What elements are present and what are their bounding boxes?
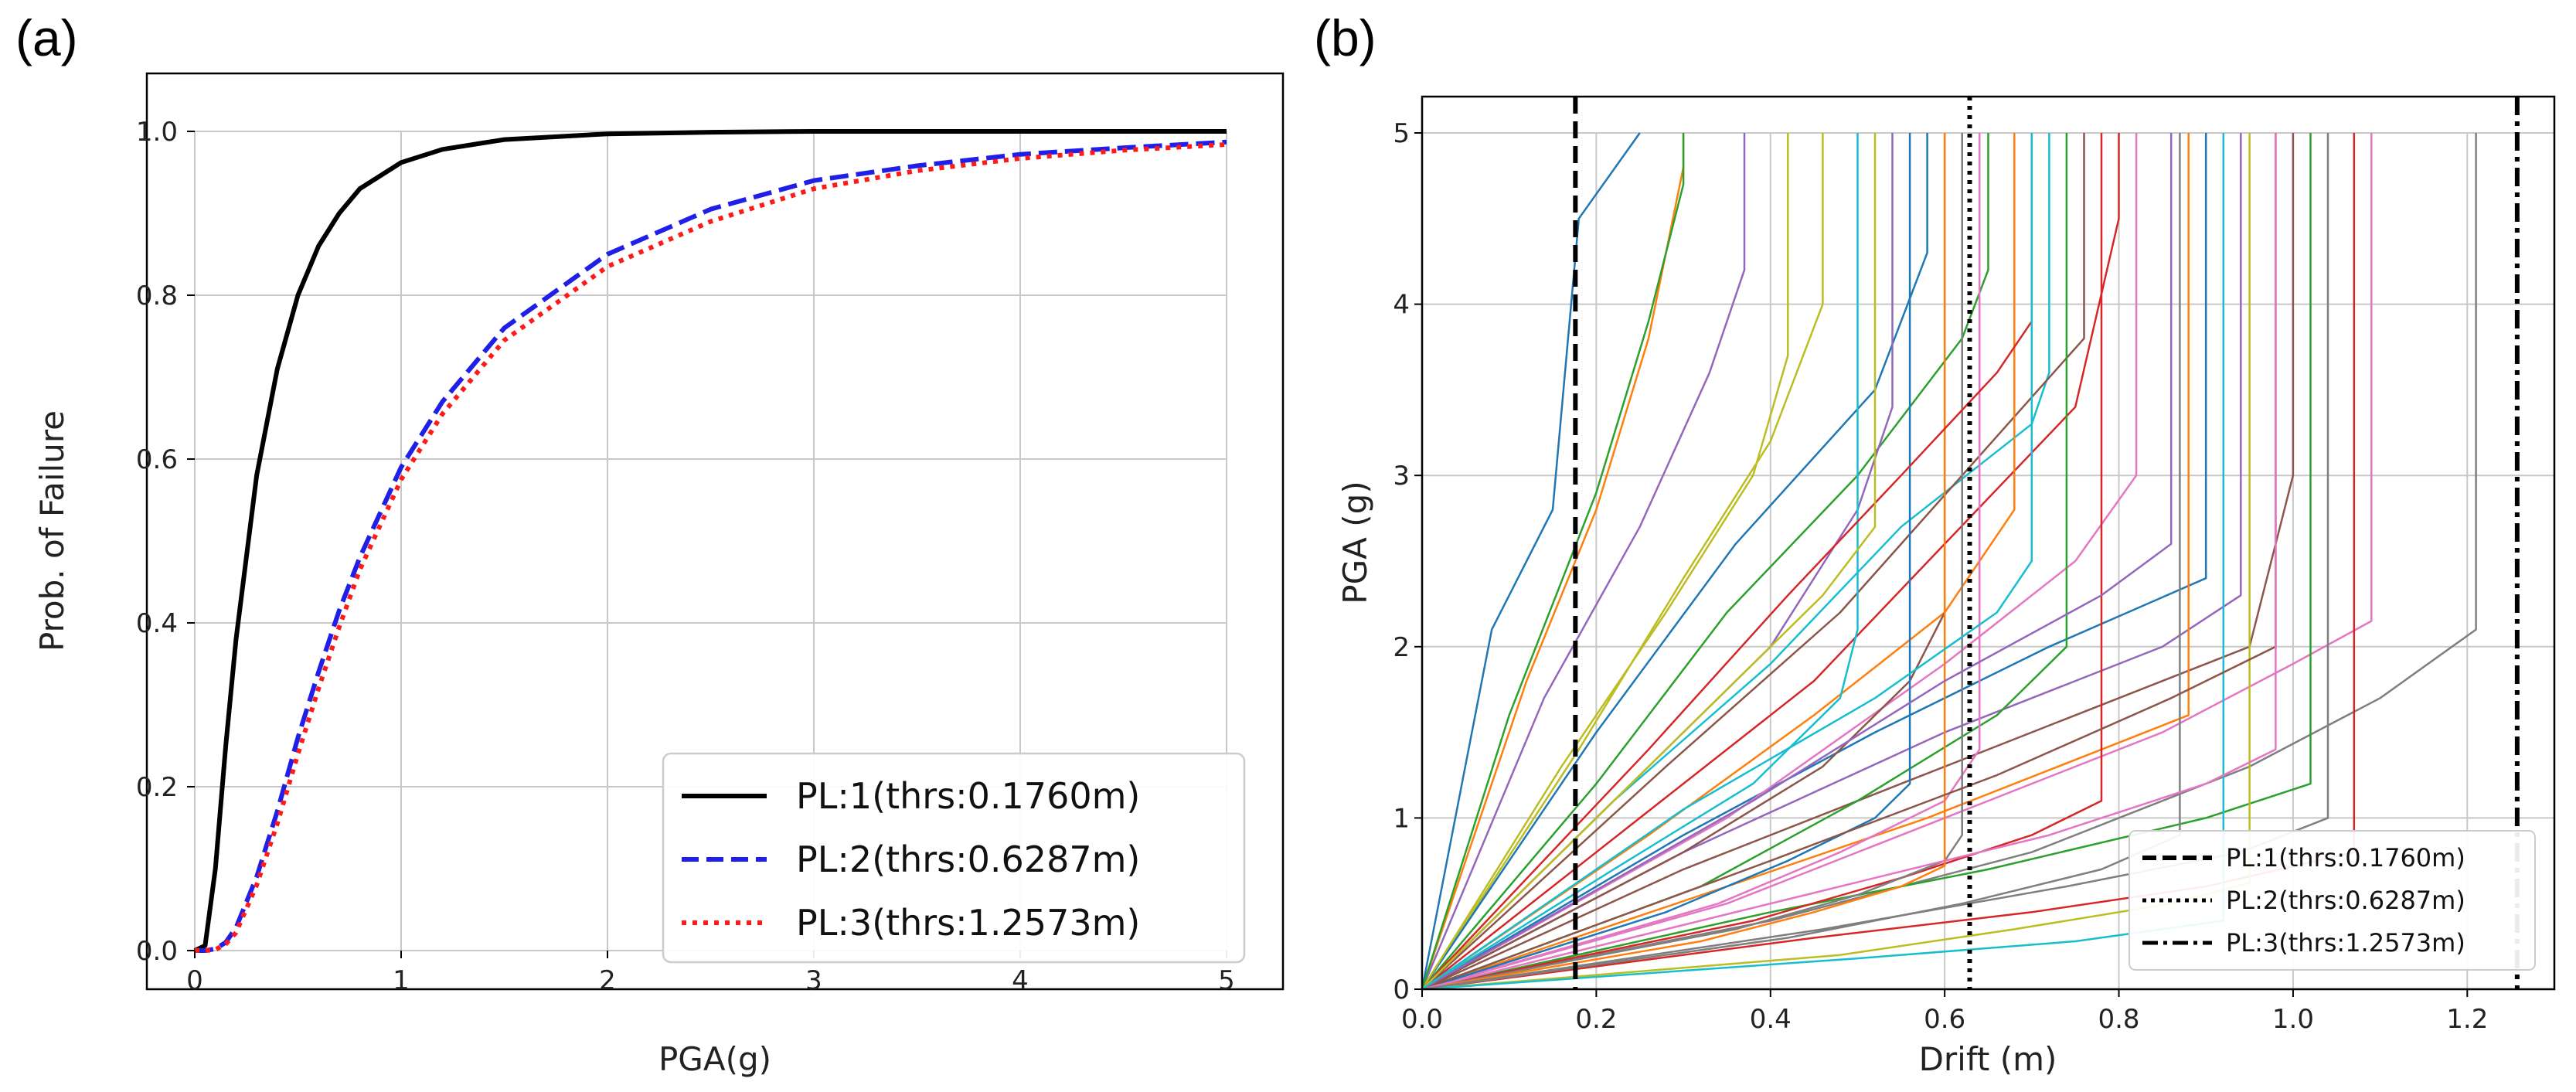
panel-b-legend-label-3: PL:3(thrs:1.2573m) <box>2226 928 2465 958</box>
panel-b-record-37 <box>1422 133 2277 989</box>
panel-a-ytick-label: 0.4 <box>136 608 178 639</box>
panel-b-record-12 <box>1422 133 2190 989</box>
panel-b-record-27 <box>1422 133 1981 989</box>
panel-a-grid <box>194 131 1227 951</box>
panel-b-record-5 <box>1422 133 2242 989</box>
panel-b-legend-label-2: PL:2(thrs:0.6287m) <box>2226 886 2465 915</box>
panel-b-series <box>1422 132 2477 989</box>
panel-b-record-30 <box>1422 133 1859 989</box>
panel-b-xtick-label: 1.2 <box>2446 1004 2488 1035</box>
panel-b-record-7 <box>1422 133 2373 989</box>
panel-b-record-34 <box>1422 133 2033 989</box>
panel-b-legend-box <box>2129 830 2536 971</box>
panel-b-record-13 <box>1422 133 2312 989</box>
panel-a-legend-box <box>662 752 1246 964</box>
panel-b-xtick-label: 0.2 <box>1575 1004 1617 1035</box>
panel-a-legend-label-1: PL:1(thrs:0.1760m) <box>796 775 1140 817</box>
panel-b-record-39 <box>1422 133 1877 989</box>
panel-b-record-31 <box>1422 133 1911 989</box>
panel-b-record-28 <box>1422 133 1963 989</box>
panel-b-frame <box>1421 95 2556 991</box>
panel-b-record-16 <box>1422 133 2085 989</box>
panel-b-xtick-label: 0.8 <box>2098 1004 2139 1035</box>
panel-b-record-18 <box>1422 133 2181 989</box>
panel-a-ytick-label: 0.2 <box>136 772 178 803</box>
panel-b-record-29 <box>1422 133 1789 989</box>
panel-b-ytick-label: 1 <box>1393 803 1410 834</box>
panel-b-ytick-label: 5 <box>1393 118 1410 149</box>
panel-a-xtick-label: 5 <box>1218 965 1235 996</box>
panel-b-xtick-label: 0.0 <box>1401 1004 1443 1035</box>
panel-a-xtick-label: 4 <box>1012 965 1029 996</box>
panel-a-series-1 <box>193 129 1227 953</box>
panel-a-ylabel: Prob. of Failure <box>33 410 71 651</box>
panel-a-legend: PL:1(thrs:0.1760m) PL:2(thrs:0.6287m) PL… <box>662 752 1246 964</box>
panel-b-xtick-label: 0.6 <box>1924 1004 1965 1035</box>
panel-b-record-33 <box>1422 133 1685 989</box>
panel-b-record-32 <box>1422 133 1946 989</box>
panel-a-ticks: 0 1 2 3 4 5 0.0 0.2 0.4 0.6 0.8 1.0 <box>136 117 1235 996</box>
panel-a-label: (a) <box>15 9 78 66</box>
panel-b-record-15 <box>1422 133 1746 989</box>
panel-b-xtick-label: 0.4 <box>1750 1004 1792 1035</box>
panel-b-drift-records: (b) 0.0 0.2 0.4 0.6 0.8 1.0 1.2 0 1 2 3 4 5 Drift (m… <box>1314 9 2556 1078</box>
panel-a-series-2 <box>195 139 1227 953</box>
panel-a-ytick-label: 0.8 <box>136 281 178 311</box>
panel-b-record-1 <box>1422 132 1641 989</box>
panel-b-legend-label-1: PL:1(thrs:0.1760m) <box>2226 843 2465 873</box>
panel-a-frame <box>145 72 1285 991</box>
panel-a-ytick-label: 1.0 <box>136 117 178 148</box>
panel-b-record-6 <box>1422 133 2295 989</box>
panel-b-record-22 <box>1422 133 2016 989</box>
panel-a-fragility-curves: (a) 0 1 2 3 4 5 0.0 0.2 0.4 0.6 0.8 1.0 PGA(g) Prob… <box>15 9 1285 1078</box>
panel-a-xtick-label: 3 <box>805 965 822 996</box>
panel-a-ytick-label: 0.6 <box>136 444 178 475</box>
panel-a-ytick-label: 0.0 <box>136 936 178 967</box>
panel-a-xtick-label: 0 <box>186 965 203 996</box>
panel-a-xtick-label: 2 <box>599 965 616 996</box>
panel-b-legend: PL:1(thrs:0.1760m) PL:2(thrs:0.6287m) PL… <box>2129 830 2536 971</box>
panel-b-record-20 <box>1422 133 2225 989</box>
panel-b-ytick-label: 0 <box>1393 975 1410 1005</box>
panel-b-record-26 <box>1422 133 1946 989</box>
panel-b-record-21 <box>1422 133 1928 989</box>
panel-a-xlabel: PGA(g) <box>658 1040 771 1078</box>
panel-b-ticks: 0.0 0.2 0.4 0.6 0.8 1.0 1.2 0 1 2 3 4 5 <box>1393 118 2488 1035</box>
panel-b-ytick-label: 2 <box>1393 632 1410 663</box>
panel-a-legend-label-2: PL:2(thrs:0.6287m) <box>796 839 1140 880</box>
panel-a-legend-label-3: PL:3(thrs:1.2573m) <box>796 902 1140 944</box>
panel-a-series <box>193 129 1227 953</box>
panel-a-xtick-label: 1 <box>393 965 410 996</box>
panel-b-ytick-label: 3 <box>1393 461 1410 492</box>
panel-b-thresholds <box>1573 97 2520 989</box>
panel-b-record-40 <box>1422 133 2033 989</box>
panel-b-record-24 <box>1422 133 2103 989</box>
panel-b-xtick-label: 1.0 <box>2272 1004 2314 1035</box>
panel-b-record-14 <box>1422 133 2356 989</box>
panel-b-record-9 <box>1422 133 1824 989</box>
panel-b-record-19 <box>1422 133 2251 989</box>
panel-b-ytick-label: 4 <box>1393 290 1410 321</box>
panel-b-record-17 <box>1422 133 2138 989</box>
panel-b-record-35 <box>1422 133 2173 989</box>
panel-b-label: (b) <box>1314 9 1376 66</box>
panel-b-xlabel: Drift (m) <box>1919 1040 2057 1078</box>
panel-b-ylabel: PGA (g) <box>1336 481 1374 604</box>
panel-b-record-11 <box>1422 133 2207 989</box>
